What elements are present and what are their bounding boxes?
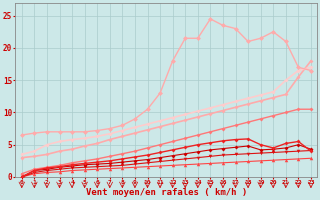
X-axis label: Vent moyen/en rafales ( km/h ): Vent moyen/en rafales ( km/h ): [86, 188, 247, 197]
